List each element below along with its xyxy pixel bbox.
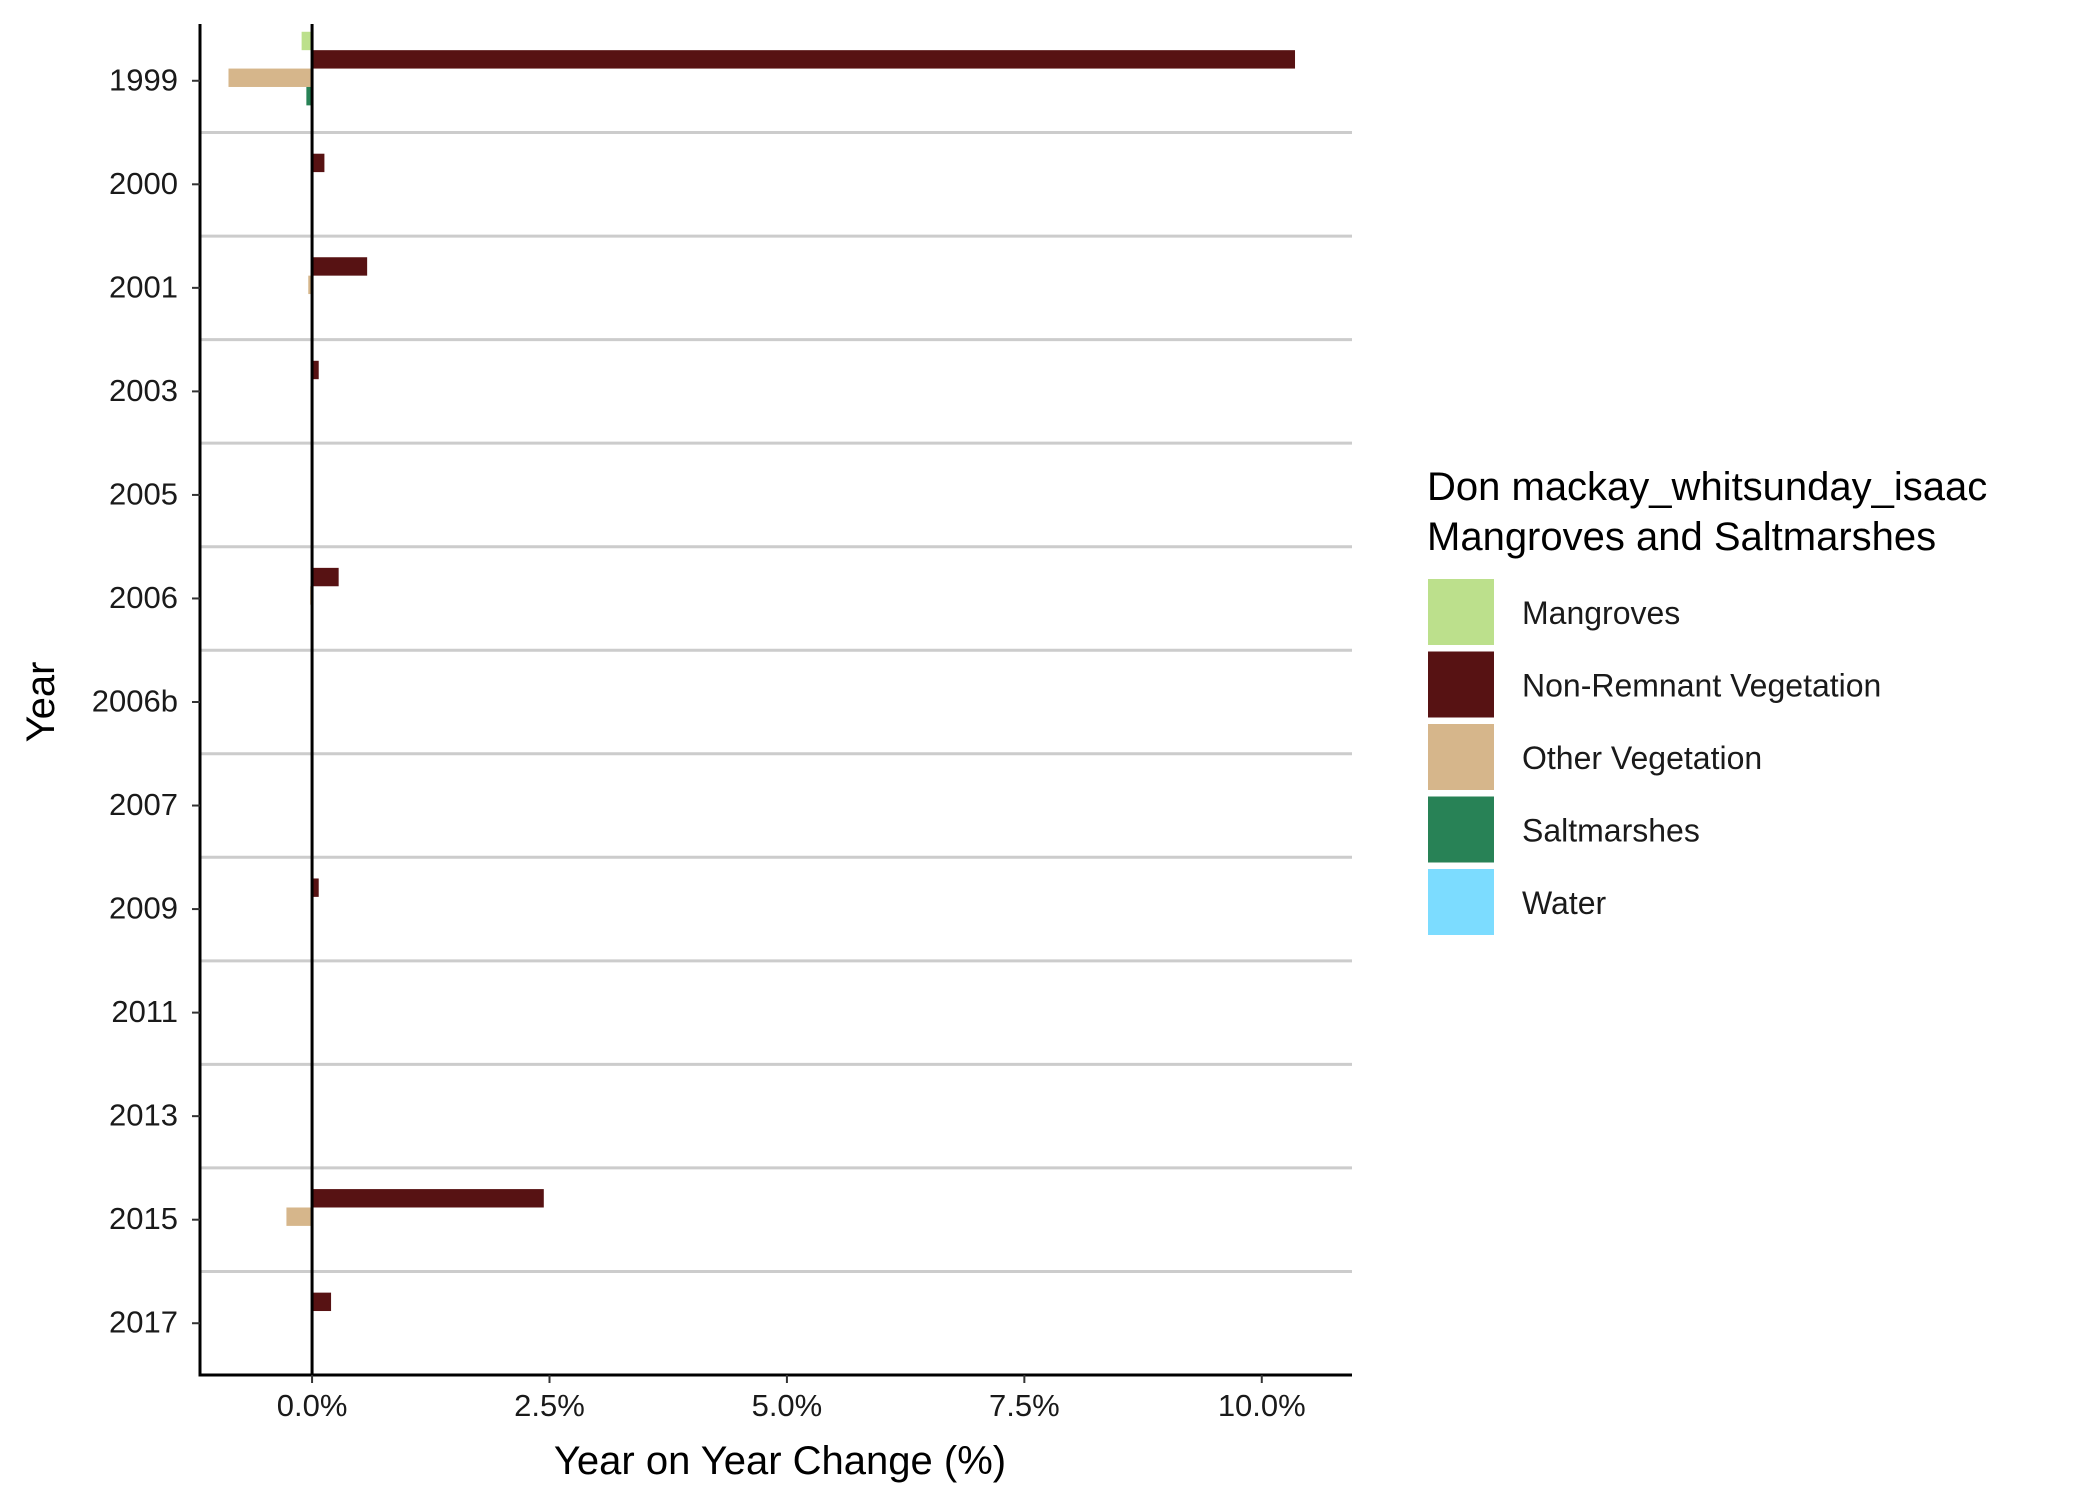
legend-label: Saltmarshes: [1522, 813, 1700, 849]
bar: [312, 257, 368, 276]
legend-swatch: [1426, 794, 1496, 865]
x-axis-title: Year on Year Change (%): [554, 1439, 1006, 1483]
x-tick-label: 10.0%: [1218, 1388, 1306, 1423]
y-tick-label: 2006b: [92, 684, 178, 719]
legend-swatch: [1426, 722, 1496, 792]
bar: [312, 153, 325, 173]
legend: Don mackay_whitsunday_isaac Mangroves an…: [1426, 465, 1987, 937]
bar: [306, 86, 313, 106]
y-tick-label: 2011: [111, 994, 178, 1029]
x-tick-label: 2.5%: [514, 1388, 585, 1423]
x-tick-label: 7.5%: [989, 1388, 1060, 1423]
bar: [301, 31, 313, 51]
y-tick-label: 2007: [109, 787, 178, 822]
bar: [228, 68, 313, 87]
grid-lines: [200, 131, 1352, 1273]
legend-label: Mangroves: [1522, 595, 1680, 631]
y-axis-title: Year: [19, 662, 63, 743]
legend-swatch: [1426, 867, 1496, 937]
y-tick-label: 1999: [109, 62, 178, 97]
y-tick-label: 2009: [109, 891, 178, 926]
y-tick-label: 2015: [109, 1201, 178, 1236]
legend-label: Water: [1522, 885, 1607, 921]
y-axis-ticks: 1999 2000 2001 2003 2005 2006 2006b 2007 2009 201…: [92, 62, 200, 1340]
legend-title-line-2: Mangroves and Saltmarshes: [1427, 515, 1936, 559]
legend-label: Non-Remnant Vegetation: [1522, 668, 1881, 704]
bar: [308, 275, 313, 295]
y-tick-label: 2003: [109, 373, 178, 408]
bar: [312, 50, 1296, 69]
bar: [312, 1189, 544, 1208]
legend-swatch: [1426, 577, 1496, 647]
y-tick-label: 2001: [109, 269, 178, 304]
y-tick-label: 2005: [109, 476, 178, 511]
legend-label: Other Vegetation: [1522, 740, 1762, 776]
bar: [312, 878, 319, 897]
x-tick-label: 0.0%: [277, 1388, 348, 1423]
legend-title-line-1: Don mackay_whitsunday_isaac: [1427, 465, 1987, 509]
x-axis-ticks: 0.0% 2.5% 5.0% 7.5% 10.0%: [277, 1375, 1306, 1423]
legend-swatch: [1426, 649, 1496, 720]
y-tick-label: 2006: [109, 580, 178, 615]
bar: [312, 1292, 332, 1312]
bar: [312, 567, 339, 587]
x-tick-label: 5.0%: [752, 1388, 823, 1423]
bars: [228, 31, 1296, 1312]
y-tick-label: 2000: [109, 166, 178, 201]
bar: [286, 1207, 313, 1226]
y-tick-label: 2013: [109, 1098, 178, 1133]
y-tick-label: 2017: [109, 1305, 178, 1340]
bar: [312, 360, 319, 380]
